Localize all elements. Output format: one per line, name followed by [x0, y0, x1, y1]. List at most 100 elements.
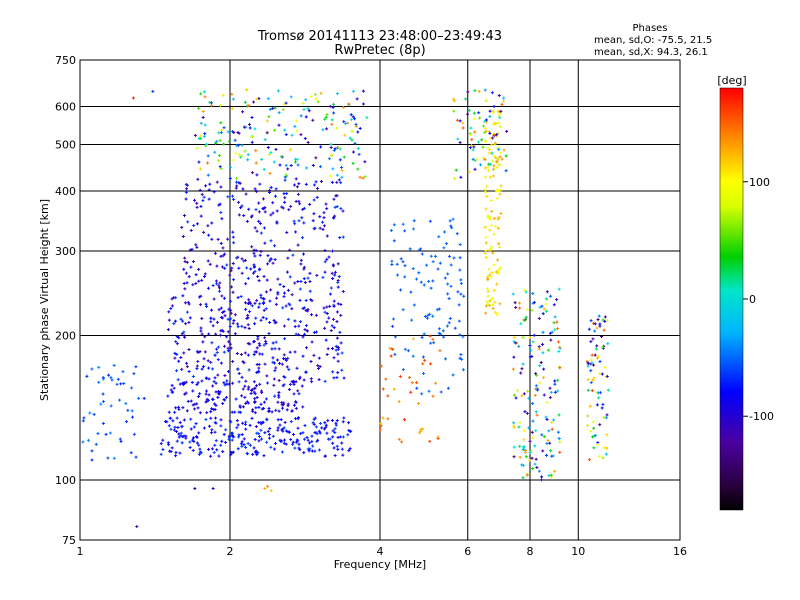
data-point [544, 302, 548, 306]
data-point [339, 207, 343, 211]
data-point [171, 419, 175, 423]
data-point [284, 163, 288, 167]
data-point [451, 373, 455, 377]
data-point [427, 389, 431, 393]
data-point [313, 416, 317, 420]
data-point [399, 288, 403, 292]
data-point [301, 405, 305, 409]
data-point [192, 425, 196, 429]
data-point [195, 435, 199, 439]
data-point [471, 148, 475, 152]
data-point [308, 271, 312, 275]
data-point [298, 202, 302, 206]
data-point [258, 267, 262, 271]
data-point [317, 356, 321, 360]
data-point [470, 138, 474, 142]
data-point [183, 260, 187, 264]
data-point [487, 148, 491, 152]
data-point [253, 437, 257, 441]
data-point [207, 393, 211, 397]
data-point [214, 416, 218, 420]
data-point [200, 317, 204, 321]
data-point [227, 340, 231, 344]
data-point [457, 303, 461, 307]
data-point [497, 113, 501, 117]
data-point [217, 454, 221, 458]
data-point [253, 450, 257, 454]
data-point [602, 415, 606, 419]
data-point [603, 365, 607, 369]
data-point [246, 316, 250, 320]
data-point [213, 430, 217, 434]
data-point [350, 138, 354, 142]
data-point [206, 398, 210, 402]
data-point [296, 243, 300, 247]
data-point [312, 198, 316, 202]
data-point [109, 376, 113, 380]
data-point [336, 359, 340, 363]
data-point [489, 244, 493, 248]
data-point [209, 431, 213, 435]
data-point [214, 390, 218, 394]
data-point [240, 154, 244, 158]
data-point [291, 440, 295, 444]
data-point [558, 366, 562, 370]
data-point [408, 247, 412, 251]
data-point [603, 319, 607, 323]
data-point [218, 333, 222, 337]
data-point [261, 315, 265, 319]
data-point [301, 236, 305, 240]
data-point [530, 430, 534, 434]
data-point [116, 377, 120, 381]
data-point [481, 145, 485, 149]
data-point [182, 267, 186, 271]
data-point [594, 347, 598, 351]
data-point [302, 277, 306, 281]
data-point [220, 217, 224, 221]
data-point [106, 456, 110, 460]
data-point [592, 446, 596, 450]
data-point [281, 206, 285, 210]
data-point [475, 158, 479, 162]
data-point [196, 381, 200, 385]
y-axis-label: Stationary phase Virtual Height [km] [38, 199, 51, 401]
data-point [275, 296, 279, 300]
data-point [101, 400, 105, 404]
data-point [550, 427, 554, 431]
data-point [449, 263, 453, 267]
data-point [342, 106, 346, 110]
data-point [122, 381, 126, 385]
data-point [219, 241, 223, 245]
data-point [232, 241, 236, 245]
data-point [187, 370, 191, 374]
data-point [325, 320, 329, 324]
data-point [492, 121, 496, 125]
data-point [267, 331, 271, 335]
data-point [189, 427, 193, 431]
data-point [266, 429, 270, 433]
data-point [446, 282, 450, 286]
data-point [379, 424, 383, 428]
data-point [417, 271, 421, 275]
data-point [282, 291, 286, 295]
data-point [96, 432, 100, 436]
data-point [555, 298, 559, 302]
data-point [335, 376, 339, 380]
data-point [519, 322, 523, 326]
data-point [341, 435, 345, 439]
data-point [259, 231, 263, 235]
data-point [586, 414, 590, 418]
data-point [220, 265, 224, 269]
data-point [276, 418, 280, 422]
data-point [303, 281, 307, 285]
data-point [420, 392, 424, 396]
data-point [174, 406, 178, 410]
data-point [224, 428, 228, 432]
data-point [587, 327, 591, 331]
data-point [242, 259, 246, 263]
data-point [230, 438, 234, 442]
data-point [417, 401, 421, 405]
data-point [525, 411, 529, 415]
data-point [230, 107, 234, 111]
data-point [236, 447, 240, 451]
